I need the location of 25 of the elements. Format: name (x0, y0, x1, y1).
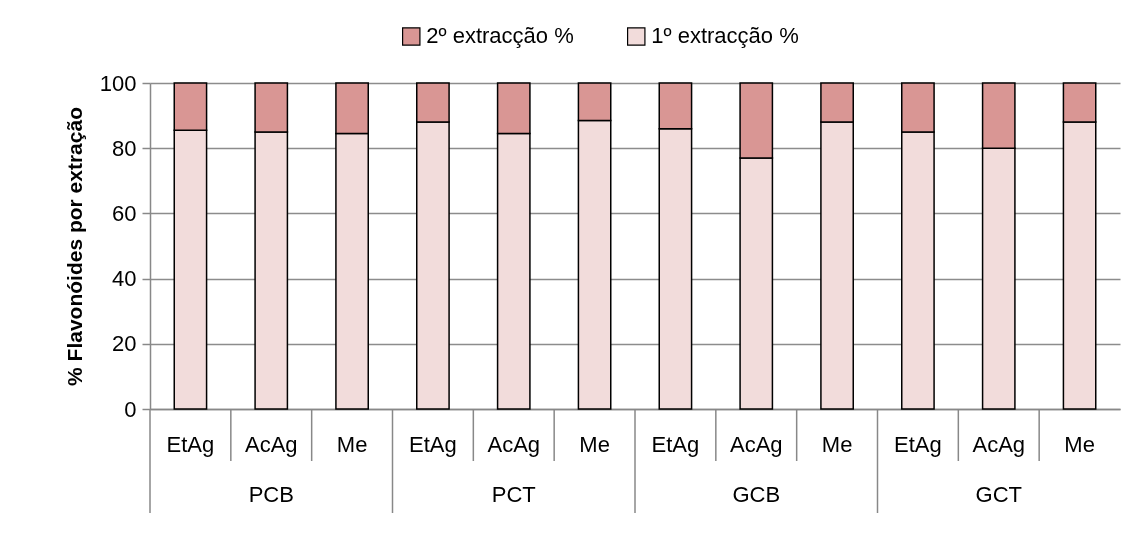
text: GCB (732, 482, 781, 507)
x-tick-label: EtAg (894, 431, 942, 457)
text: PCT (491, 482, 536, 507)
y-axis-title: % Flavonóides por extração (62, 107, 86, 386)
text: GCT (975, 482, 1022, 507)
x-tick-label: AcAg (244, 431, 298, 457)
text: PCB (248, 482, 294, 507)
y-tick-label: 20 (112, 331, 137, 357)
y-tick-label: 60 (112, 200, 137, 226)
y-tick-label: 40 (112, 266, 137, 292)
x-tick-label: Me (336, 431, 368, 457)
y-tick-label: 0 (124, 396, 137, 422)
y-tick-label: 80 (112, 135, 137, 161)
x-tick-label: Me (1064, 431, 1095, 457)
x-tick-label: AcAg (487, 431, 541, 457)
x-tick-label: EtAg (651, 431, 700, 457)
x-tick-label: AcAg (729, 431, 783, 457)
x-tick-label: Me (821, 431, 853, 457)
legend-label: 2º extracção % (426, 23, 574, 49)
y-tick-label: 100 (99, 70, 137, 96)
legend-label: 1º extracção % (651, 23, 799, 49)
x-tick-label: EtAg (409, 431, 457, 457)
x-tick-label: EtAg (166, 431, 215, 457)
x-tick-label: AcAg (972, 431, 1026, 457)
x-tick-label: Me (579, 431, 610, 457)
